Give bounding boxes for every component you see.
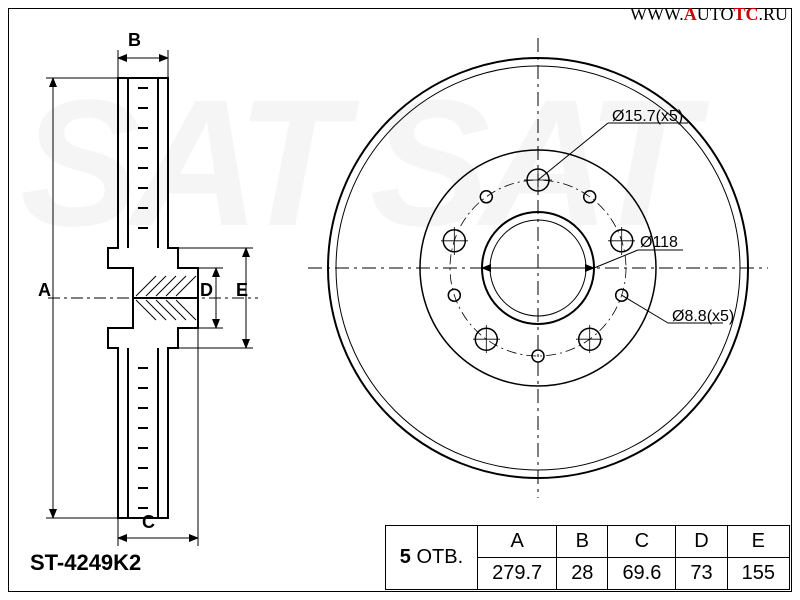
callout-pin-hole: Ø8.8(x5) xyxy=(672,308,734,326)
col-header: D xyxy=(676,526,727,558)
dim-value: 69.6 xyxy=(608,558,676,590)
col-header: B xyxy=(557,526,608,558)
url-tc: TC xyxy=(733,4,758,24)
section-view xyxy=(46,50,258,546)
url-uto: UTO xyxy=(697,4,734,24)
dimension-table: 5 ОТВ. A B C D E 279.7 28 69.6 73 155 xyxy=(385,525,790,590)
dim-value: 73 xyxy=(676,558,727,590)
col-header: A xyxy=(478,526,557,558)
hole-count-suffix: ОТВ. xyxy=(416,546,463,568)
dim-value: 279.7 xyxy=(478,558,557,590)
url-www: WWW. xyxy=(630,4,684,24)
col-header: E xyxy=(727,526,789,558)
table-row: 5 ОТВ. A B C D E xyxy=(385,526,789,558)
dim-value: 155 xyxy=(727,558,789,590)
face-view xyxy=(308,38,768,498)
dim-label-e: E xyxy=(236,280,248,301)
technical-drawing-svg xyxy=(8,8,792,592)
url-ru: .RU xyxy=(758,4,788,24)
hole-count: 5 xyxy=(400,546,411,568)
url-a: A xyxy=(684,4,697,24)
source-url: WWW.AUTOTC.RU xyxy=(630,4,788,25)
dim-label-c: C xyxy=(142,512,155,533)
callout-center-bore: Ø118 xyxy=(640,234,678,252)
hole-count-cell: 5 ОТВ. xyxy=(385,526,477,590)
dim-label-b: B xyxy=(128,30,141,51)
callout-bolt-hole: Ø15.7(x5) xyxy=(612,108,683,126)
col-header: C xyxy=(608,526,676,558)
part-number: ST-4249K2 xyxy=(30,550,141,576)
dim-value: 28 xyxy=(557,558,608,590)
drawing-area xyxy=(8,8,792,592)
dim-label-d: D xyxy=(200,280,213,301)
dim-label-a: A xyxy=(38,280,51,301)
